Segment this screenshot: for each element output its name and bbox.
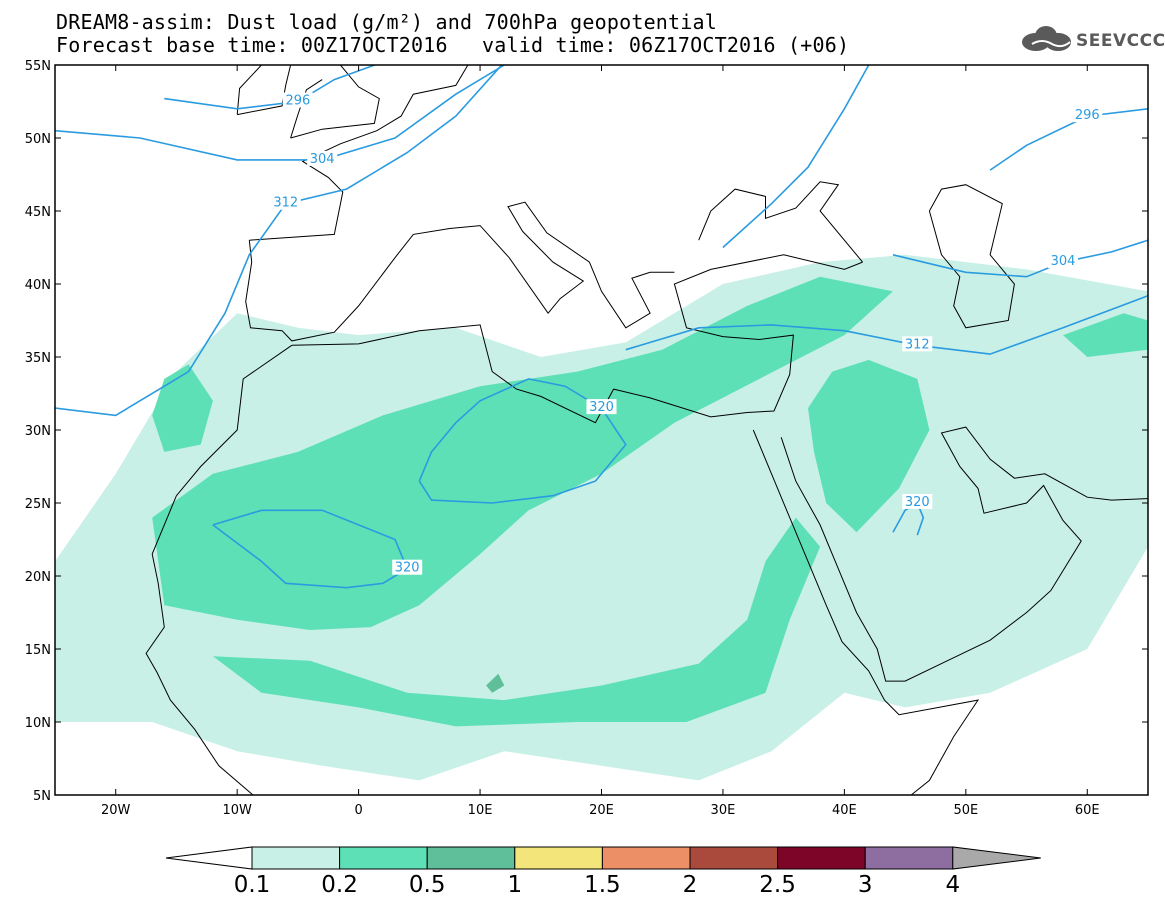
coastline-black-sea-north — [698, 181, 863, 263]
contour-label: 312 — [273, 196, 298, 211]
dust-load-layer — [55, 254, 1148, 781]
coastline-biscay — [249, 65, 469, 241]
geopotential-contour-layer: 296 304 312 320 320 320 312 304 296 — [55, 65, 1148, 589]
lon-tick-label: 50E — [953, 803, 978, 818]
geopotential-contour-304-7 — [892, 239, 1148, 278]
lon-tick-label: 40E — [832, 803, 857, 818]
coastline-layer — [145, 65, 1148, 795]
colorbar-label: 1.5 — [584, 872, 621, 898]
coastline-caspian — [928, 184, 1015, 329]
coastline-uk — [290, 65, 380, 139]
lon-tick-label: 10E — [468, 803, 493, 818]
geopotential-contour-312-2 — [55, 65, 503, 417]
colorbar-swatch-7 — [864, 846, 954, 870]
contour-label-bg — [902, 336, 933, 352]
contour-label-bg — [1047, 253, 1078, 269]
colorbar-label: 4 — [945, 872, 960, 898]
dust-region-0_2-0_5-1 — [152, 276, 893, 630]
colorbar-label: 0.5 — [409, 872, 446, 898]
geopotential-contour-304-1 — [55, 65, 505, 161]
colorbar-label: 0.2 — [321, 872, 358, 898]
coastline-west-africa — [145, 344, 293, 795]
dust-region-0_5-1-6 — [486, 673, 505, 693]
seevccc-logo-text: SEEVCCC — [1076, 31, 1165, 51]
colorbar-label: 2 — [683, 872, 698, 898]
contour-label-bg — [1072, 107, 1103, 123]
contour-label: 296 — [285, 94, 310, 109]
lat-tick-label: 20N — [25, 570, 51, 585]
coastline-ireland — [236, 65, 292, 116]
dust-region-0_2-0_5-4 — [152, 364, 213, 452]
lat-tick-label: 35N — [25, 351, 51, 366]
contour-label: 320 — [905, 495, 930, 510]
colorbar-swatch-0 — [251, 846, 341, 870]
lat-tick-label: 10N — [25, 716, 51, 731]
contour-label-bg — [270, 194, 301, 210]
title-line-1: DREAM8-assim: Dust load (g/m²) and 700hP… — [56, 10, 718, 34]
contour-label: 304 — [310, 152, 335, 167]
colorbar-label: 2.5 — [759, 872, 796, 898]
forecast-base-time: Forecast base time: 00Z17OCT2016 — [56, 33, 448, 57]
lat-tick-label: 25N — [25, 497, 51, 512]
contour-label-bg — [392, 559, 423, 575]
lat-tick-label: 40N — [25, 278, 51, 293]
colorbar-swatch-4 — [601, 846, 691, 870]
lat-tick-label: 50N — [25, 132, 51, 147]
dust-region-0_2-0_5-2 — [212, 517, 821, 727]
lon-tick-label: 20E — [589, 803, 614, 818]
colorbar-swatch-3 — [514, 846, 603, 870]
geopotential-contour-296-8 — [989, 108, 1148, 171]
contour-label: 320 — [589, 400, 614, 415]
geopotential-contour-312-6 — [625, 294, 1148, 355]
colorbar-low-arrow — [165, 846, 253, 870]
colorbar-label: 1 — [507, 872, 522, 898]
lon-tick-label: 10W — [222, 803, 252, 818]
lon-tick-label: 60E — [1075, 803, 1100, 818]
lat-tick-label: 15N — [25, 643, 51, 658]
contour-label: 312 — [905, 337, 930, 352]
contour-label: 320 — [395, 561, 420, 576]
seevccc-logo — [1022, 26, 1071, 51]
lat-tick-label: 45N — [25, 205, 51, 220]
colorbar-swatch-2 — [426, 846, 516, 870]
geopotential-contour-unlabeled-9 — [722, 65, 870, 249]
colorbar-swatch-5 — [689, 846, 779, 870]
dust-region-0_2-0_5-3 — [808, 359, 930, 533]
lon-tick-label: 30E — [711, 803, 736, 818]
colorbar: 0.1 0.2 0.5 1 1.5 2 2.5 3 4 — [165, 846, 1041, 898]
coastline-north-africa — [291, 254, 863, 424]
lon-tick-label: 20W — [101, 803, 131, 818]
contour-label: 304 — [1051, 254, 1076, 269]
coastline-europe — [245, 201, 675, 342]
lon-tick-label: 0 — [354, 803, 362, 818]
coastline-red-sea-west — [752, 429, 980, 795]
colorbar-swatch-1 — [339, 846, 428, 870]
colorbar-label: 0.1 — [234, 872, 271, 898]
lat-tick-label: 5N — [33, 789, 51, 804]
colorbar-label: 3 — [858, 872, 873, 898]
contour-label-bg — [307, 150, 338, 166]
lat-tick-label: 30N — [25, 424, 51, 439]
axis-ticks: 55N 50N 45N 40N 35N 30N 25N 20N 15N 10N 5N 20W 10W 0 1… — [25, 59, 1148, 818]
colorbar-high-arrow — [952, 846, 1041, 870]
cloud-icon — [1022, 26, 1071, 51]
lat-tick-label: 55N — [25, 59, 51, 74]
coastline-arabia — [780, 426, 1148, 682]
dust-region-0_2-0_5-5 — [1063, 313, 1148, 357]
contour-label: 296 — [1075, 108, 1100, 123]
valid-time: valid time: 06Z17OCT2016 (+06) — [482, 33, 850, 57]
contour-label-bg — [902, 494, 933, 509]
contour-label-bg — [586, 399, 617, 415]
coastline-uk-west — [290, 79, 323, 139]
colorbar-swatch-6 — [777, 846, 866, 870]
contour-label-bg — [282, 92, 313, 108]
